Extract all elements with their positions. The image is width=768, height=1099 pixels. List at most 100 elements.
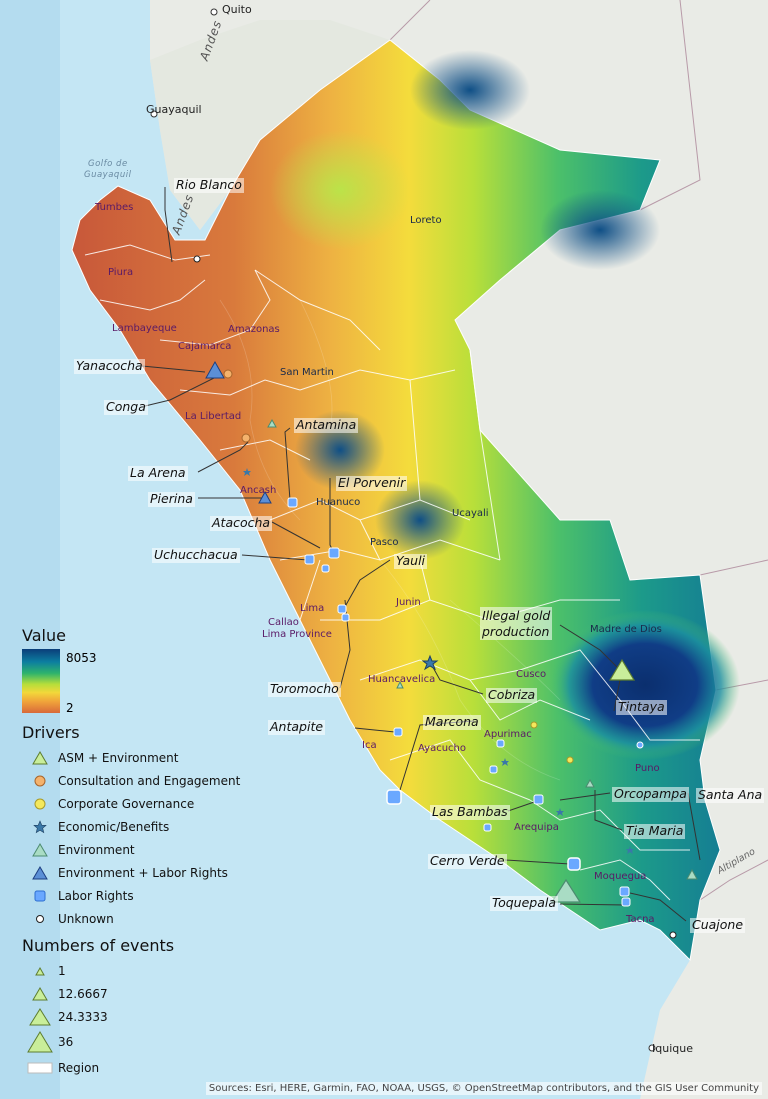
legend-events-1: 1 <box>22 959 262 982</box>
mine-label-toquepala[interactable]: Toquepala <box>490 895 559 911</box>
asm-environment-marker[interactable] <box>608 658 636 681</box>
legend-events-4: 36 <box>22 1028 262 1056</box>
mine-label-marcona[interactable]: Marcona <box>423 714 481 730</box>
labor-marker[interactable] <box>496 739 505 748</box>
labor-marker[interactable] <box>619 886 630 897</box>
environment-marker[interactable] <box>396 680 404 689</box>
city-label-iquique: Iquique <box>652 1042 693 1055</box>
mine-label-yauli[interactable]: Yauli <box>394 553 428 569</box>
mine-label-cobriza[interactable]: Cobriza <box>486 687 538 703</box>
legend-value-title: Value <box>22 626 66 645</box>
legend-driver-label: Labor Rights <box>58 888 134 903</box>
legend-events-title: Numbers of events <box>22 936 175 955</box>
legend-driver-label: Corporate Governance <box>58 796 195 811</box>
mine-label-rio-blanco[interactable]: Rio Blanco <box>174 177 244 193</box>
economic-marker[interactable] <box>556 808 564 816</box>
consultation-marker[interactable] <box>241 433 251 443</box>
region-label-apurimac: Apurimac <box>484 729 532 740</box>
region-label-la-libertad: La Libertad <box>185 411 242 422</box>
legend-region-label: Region <box>58 1060 100 1075</box>
labor-marker[interactable] <box>489 765 498 774</box>
mine-label-antamina[interactable]: Antamina <box>294 417 359 433</box>
guayaquil-dot <box>150 110 158 118</box>
legend-driver-label: Environment + Labor Rights <box>58 865 228 880</box>
mine-label-tintaya[interactable]: Tintaya <box>616 699 667 715</box>
mine-label-cerro-verde[interactable]: Cerro Verde <box>428 853 507 869</box>
mine-label-atacocha[interactable]: Atacocha <box>210 515 273 531</box>
consultation-marker[interactable] <box>223 369 233 379</box>
economic-marker[interactable] <box>243 468 251 476</box>
labor-marker[interactable] <box>636 741 644 749</box>
mine-label-pierina[interactable]: Pierina <box>148 491 195 507</box>
economic-marker[interactable] <box>501 758 509 766</box>
mine-label-antapite[interactable]: Antapite <box>268 719 326 735</box>
mine-label-illegal-gold[interactable]: Illegal gold production <box>480 607 553 641</box>
legend-events-label: 24.3333 <box>58 1009 108 1024</box>
legend-driver-consultation: Consultation and Engagement <box>22 769 262 792</box>
governance-marker[interactable] <box>566 756 574 764</box>
unknown-marker[interactable] <box>193 255 201 263</box>
region-label-ica: Ica <box>362 740 377 751</box>
mine-label-cuajone[interactable]: Cuajone <box>690 917 746 933</box>
neighbor-land <box>150 0 768 1099</box>
mine-label-uchucchacua[interactable]: Uchucchacua <box>152 547 240 563</box>
mine-label-el-porvenir[interactable]: El Porvenir <box>336 475 408 491</box>
legend-driver-label: Consultation and Engagement <box>58 773 241 788</box>
region-label-cajamarca: Cajamarca <box>178 341 232 352</box>
value-color-ramp: 8053 2 <box>22 649 262 717</box>
gulf-label-line2: Guayaquil <box>84 170 132 180</box>
region-label-madre-de-dios: Madre de Dios <box>590 624 662 635</box>
square-icon <box>34 890 46 901</box>
labor-marker[interactable] <box>621 897 631 907</box>
mine-label-tia-maria[interactable]: Tia Maria <box>624 823 686 839</box>
environment-marker[interactable] <box>686 868 698 880</box>
legend-events-3: 24.3333 <box>22 1005 262 1028</box>
lowland-highlight <box>270 130 410 250</box>
governance-marker[interactable] <box>530 721 538 729</box>
labor-marker[interactable] <box>321 564 330 573</box>
economic-marker[interactable] <box>626 846 634 854</box>
city-label-quito: Quito <box>222 3 252 16</box>
labor-marker[interactable] <box>328 547 340 559</box>
region-boundaries <box>84 244 700 901</box>
labor-marker[interactable] <box>393 727 403 737</box>
labor-marker-large[interactable] <box>386 789 402 805</box>
legend-driver-economic: Economic/Benefits <box>22 815 262 838</box>
labor-marker[interactable] <box>337 604 347 614</box>
environment-labor-marker[interactable] <box>205 360 225 379</box>
labor-marker[interactable] <box>287 497 298 508</box>
mine-label-santa-ana[interactable]: Santa Ana <box>696 787 765 803</box>
labor-marker[interactable] <box>341 613 350 622</box>
map-legend: Value 8053 2 Drivers ASM + Environment C… <box>22 626 262 1079</box>
mine-label-las-bambas[interactable]: Las Bambas <box>430 804 510 820</box>
legend-driver-labor: Labor Rights <box>22 884 262 907</box>
northern-high-value-zone <box>410 50 530 130</box>
labor-marker[interactable] <box>483 823 492 832</box>
environment-marker-large[interactable] <box>550 878 582 903</box>
labor-marker-large[interactable] <box>567 857 581 871</box>
environment-marker[interactable] <box>585 778 595 788</box>
environment-marker[interactable] <box>267 418 277 428</box>
mine-label-yanacocha[interactable]: Yanacocha <box>74 358 145 374</box>
map-attribution: Sources: Esri, HERE, Garmin, FAO, NOAA, … <box>205 1082 762 1095</box>
economic-marker[interactable] <box>421 654 439 671</box>
mine-label-la-arena[interactable]: La Arena <box>128 465 188 481</box>
region-label-tumbes: Tumbes <box>95 202 134 213</box>
labor-marker[interactable] <box>533 794 544 805</box>
mine-label-toromocho[interactable]: Toromocho <box>268 681 341 697</box>
triangle-icon <box>29 1007 51 1025</box>
region-label-huanuco: Huanuco <box>316 497 361 508</box>
region-label-ancash: Ancash <box>240 485 277 496</box>
unknown-marker[interactable] <box>669 931 677 939</box>
legend-driver-asm: ASM + Environment <box>22 746 262 769</box>
legend-drivers-title: Drivers <box>22 723 80 742</box>
mine-label-conga[interactable]: Conga <box>104 399 148 415</box>
deep-ocean <box>0 0 60 1099</box>
northeast-high-value-zone <box>540 190 660 270</box>
mine-label-orcopampa[interactable]: Orcopampa <box>612 786 689 802</box>
legend-events-label: 12.6667 <box>58 986 108 1001</box>
environment-labor-marker[interactable] <box>258 490 272 504</box>
labor-marker[interactable] <box>304 554 315 565</box>
region-label-lima-province: Lima Province <box>262 629 332 640</box>
legend-driver-governance: Corporate Governance <box>22 792 262 815</box>
